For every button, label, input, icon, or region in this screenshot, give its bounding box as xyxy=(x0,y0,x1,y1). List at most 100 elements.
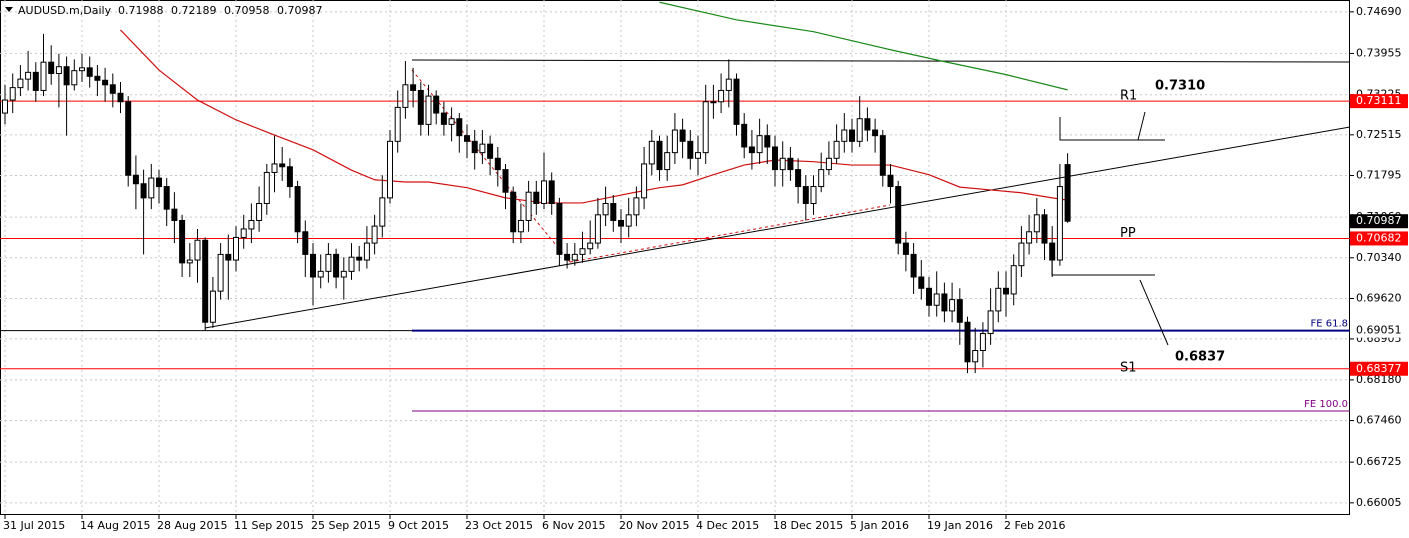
moving-average xyxy=(659,1,1068,91)
fibo-name: FE 61.8 xyxy=(1310,319,1348,330)
candle-body xyxy=(671,129,678,154)
y-tick-label: 0.70340 xyxy=(1356,251,1402,264)
candle-body xyxy=(502,169,509,193)
candle-body xyxy=(225,253,232,261)
ohlc-close: 0.70987 xyxy=(277,4,323,17)
candle-body xyxy=(872,129,879,137)
candle-body xyxy=(725,78,732,91)
candle-body xyxy=(679,129,686,142)
candle-body xyxy=(979,333,986,351)
y-tick-label: 0.71795 xyxy=(1356,169,1402,182)
candle-body xyxy=(387,140,393,199)
candle-body xyxy=(964,321,971,363)
pivot-price-box xyxy=(1350,94,1408,109)
pivot-price-box xyxy=(1350,231,1408,246)
ohlc-low: 0.70958 xyxy=(224,4,270,17)
candle-body xyxy=(618,219,624,227)
candle-body xyxy=(764,135,771,148)
candle-body xyxy=(317,270,324,278)
x-tick-label: 25 Sep 2015 xyxy=(311,519,381,532)
x-tick-label: 14 Aug 2015 xyxy=(80,519,150,532)
fibo-price-label: 0.69051 xyxy=(1356,324,1402,337)
candle-body xyxy=(733,78,740,125)
fibo-price-box xyxy=(1350,323,1408,338)
candle-body xyxy=(602,203,609,216)
moving-average xyxy=(120,29,1068,204)
candle-body xyxy=(379,197,386,227)
candle-body xyxy=(1018,242,1025,267)
candle-body xyxy=(849,129,855,142)
callout xyxy=(1137,111,1146,141)
candle-body xyxy=(487,143,494,159)
y-tick-label: 0.67460 xyxy=(1356,414,1402,427)
candle-body xyxy=(710,101,717,104)
candle-body xyxy=(787,157,794,171)
pivot-name: R1 xyxy=(1120,89,1137,104)
candle-body xyxy=(163,186,170,210)
chart-title: AUDUSD.m,Daily xyxy=(18,4,112,17)
candle-body xyxy=(779,157,786,171)
candle-body xyxy=(286,166,293,188)
menu-arrow xyxy=(5,7,13,12)
candle-body xyxy=(479,143,486,154)
candle-body xyxy=(1010,265,1017,295)
y-tick-label: 0.66005 xyxy=(1356,496,1402,509)
candle-body xyxy=(294,186,301,233)
candle-body xyxy=(433,95,440,114)
candle-body xyxy=(718,89,725,103)
fibo-name: FE 100.0 xyxy=(1304,399,1348,410)
candle-body xyxy=(556,203,563,255)
candle-body xyxy=(941,293,948,312)
x-tick-label: 6 Nov 2015 xyxy=(542,519,605,532)
candle-body xyxy=(464,135,470,142)
candle-body xyxy=(417,89,424,125)
candle-body xyxy=(949,299,956,312)
candle-body xyxy=(633,197,640,216)
candle-body xyxy=(48,61,55,74)
pivot-price-box xyxy=(1350,361,1408,376)
candle-body xyxy=(410,84,417,91)
candle-body xyxy=(656,140,663,171)
x-tick-label: 11 Sep 2015 xyxy=(234,519,304,532)
y-tick-label: 0.69620 xyxy=(1356,291,1402,304)
x-tick-label: 28 Aug 2015 xyxy=(157,519,227,532)
x-tick-label: 19 Jan 2016 xyxy=(927,519,993,532)
candle-body xyxy=(594,214,601,244)
candle-body xyxy=(63,66,70,86)
candle-body xyxy=(564,253,571,261)
candle-body xyxy=(517,219,524,233)
candle-body xyxy=(356,256,363,261)
candle-body xyxy=(756,135,763,154)
candle-body xyxy=(1056,186,1063,261)
trend-line xyxy=(204,126,1350,329)
candle-body xyxy=(926,287,932,306)
candle-body xyxy=(610,203,617,221)
candle-body xyxy=(933,293,940,306)
candle-body xyxy=(156,177,162,188)
candle-body xyxy=(25,71,32,80)
candle-body xyxy=(548,180,555,205)
candle-body xyxy=(648,140,655,165)
pivot-name: S1 xyxy=(1120,360,1137,375)
candle-body xyxy=(879,135,886,176)
candle-body xyxy=(440,112,447,125)
candle-body xyxy=(394,106,401,142)
candle-body xyxy=(510,191,517,233)
candle-body xyxy=(1003,287,1009,295)
candle-body xyxy=(748,146,755,154)
candle-body xyxy=(579,248,586,255)
candle-body xyxy=(571,253,578,261)
candle-body xyxy=(17,78,24,89)
candle-body xyxy=(302,231,309,255)
candle-body xyxy=(310,253,316,278)
pivot-price-label: 0.73111 xyxy=(1356,94,1402,107)
candle-body xyxy=(2,99,8,114)
candle-body xyxy=(1041,214,1048,244)
candle-body xyxy=(179,219,186,264)
candle-body xyxy=(86,67,93,77)
pivot-note: 0.7310 xyxy=(1155,79,1205,94)
candle-body xyxy=(887,174,894,188)
candle-body xyxy=(833,140,840,159)
candle-body xyxy=(348,256,355,272)
candle-body xyxy=(79,67,85,72)
